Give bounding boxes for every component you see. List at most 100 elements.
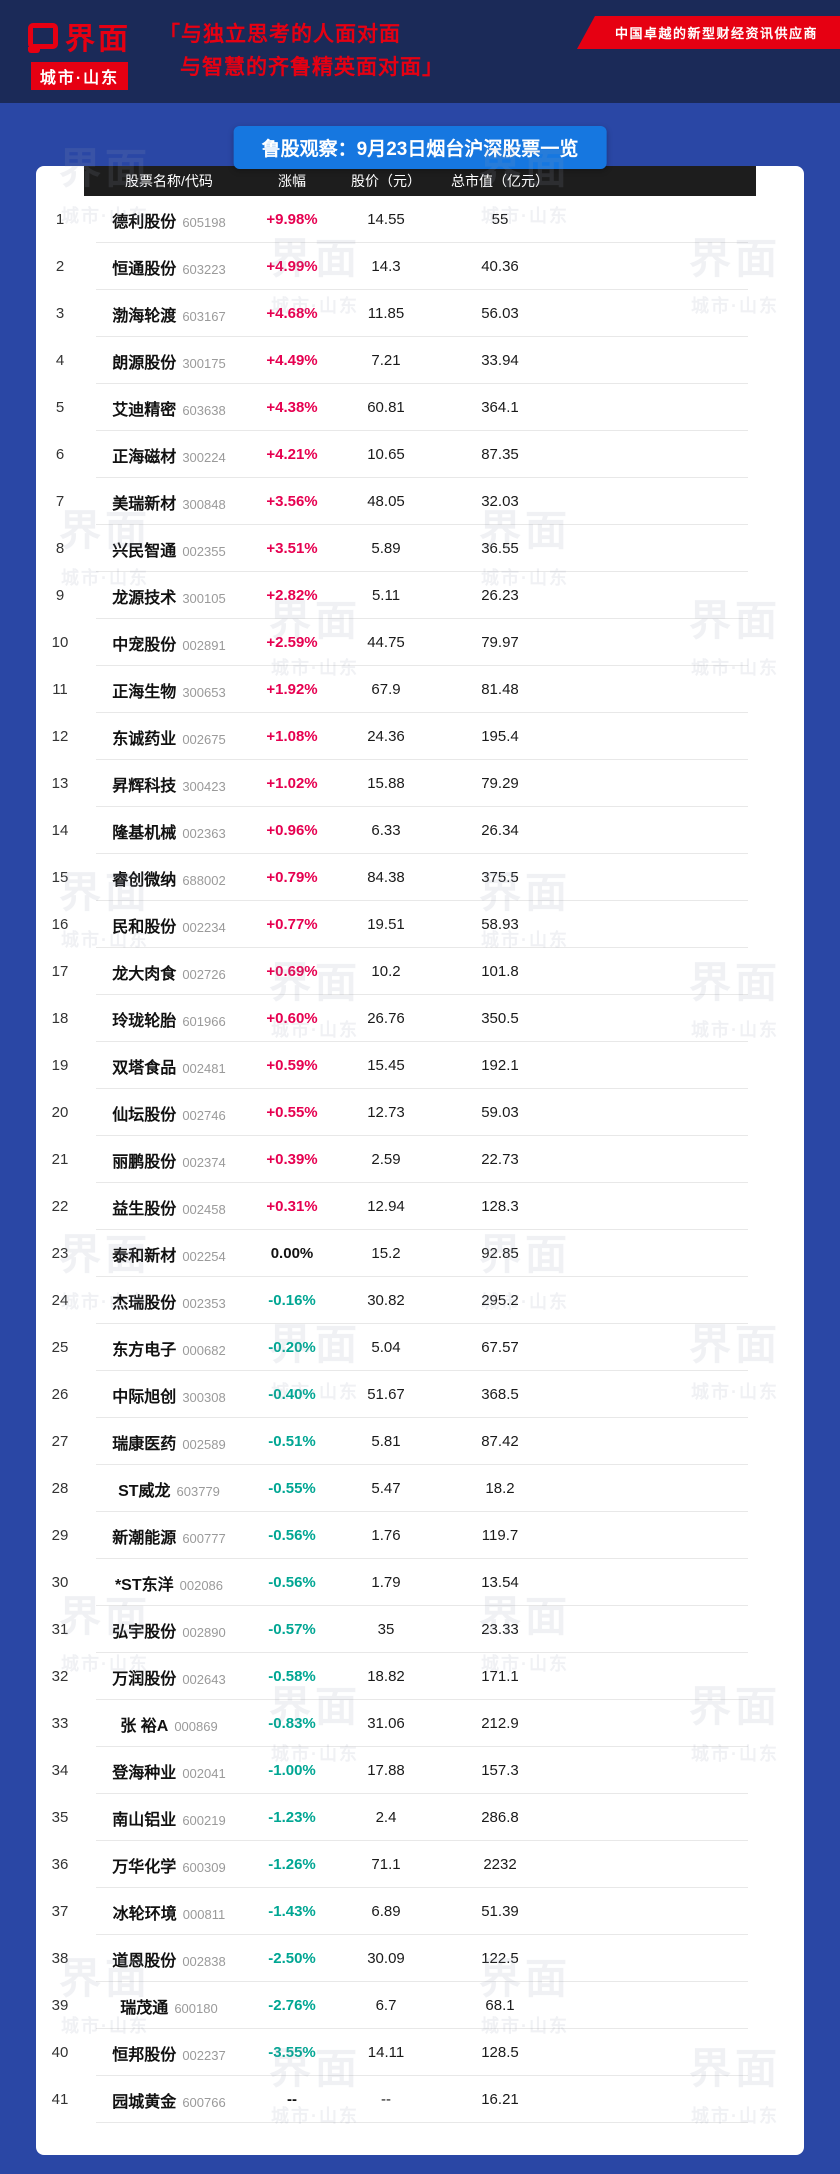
stock-code: 002237 (182, 2047, 226, 2063)
stock-name: 丽鹏股份 (112, 1153, 177, 1171)
market-cap-value: 79.97 (481, 634, 519, 651)
row-number: 41 (51, 2091, 69, 2108)
market-cap-value: 32.03 (481, 493, 519, 510)
price-value: 14.55 (367, 211, 405, 228)
stock-code: 600180 (174, 2000, 218, 2016)
stock-code: 002589 (182, 1436, 226, 1452)
change-percent: -3.55% (268, 2044, 316, 2061)
stock-name: 正海磁材 (112, 448, 177, 466)
stock-code: 688002 (182, 872, 226, 888)
table-header: 股票名称/代码 涨幅 股价（元） 总市值（亿元） (84, 166, 756, 196)
row-number: 11 (52, 681, 68, 698)
table-row: 19 双塔食品 002481 +0.59% 15.45 192.1 (36, 1042, 804, 1089)
stock-name: 兴民智通 (112, 542, 177, 560)
stock-name-code: 冰轮环境 000811 (84, 1900, 254, 1924)
stock-code: 300175 (182, 355, 226, 371)
change-percent: +4.49% (266, 352, 318, 369)
market-cap-value: 56.03 (481, 305, 519, 322)
stock-name: 东方电子 (112, 1341, 177, 1359)
market-cap-value: 58.93 (481, 916, 519, 933)
stock-code: 300423 (182, 778, 226, 794)
market-cap-value: 40.36 (481, 258, 519, 275)
price-value: 24.36 (367, 728, 405, 745)
stock-name: 德利股份 (112, 213, 177, 231)
column-header-name-code: 股票名称/代码 (125, 173, 213, 189)
table-row: 14 隆基机械 002363 +0.96% 6.33 26.34 (36, 807, 804, 854)
stock-name-code: 恒通股份 603223 (84, 255, 254, 279)
stock-name-code: 杰瑞股份 002353 (84, 1289, 254, 1313)
market-cap-value: 23.33 (481, 1621, 519, 1638)
stock-code: 002086 (179, 1577, 224, 1593)
change-percent: -0.58% (268, 1668, 316, 1685)
table-row: 6 正海磁材 300224 +4.21% 10.65 87.35 (36, 431, 804, 478)
market-cap-value: 33.94 (481, 352, 519, 369)
change-percent: +0.77% (266, 916, 318, 933)
change-percent: +3.51% (266, 540, 318, 557)
change-percent: +4.68% (266, 305, 318, 322)
table-row: 40 恒邦股份 002237 -3.55% 14.11 128.5 (36, 2029, 804, 2076)
slogan-line1: 「与独立思考的人面对面 (159, 22, 401, 46)
stock-code: 002838 (182, 1953, 226, 1969)
market-cap-value: 286.8 (481, 1809, 519, 1826)
row-number: 38 (51, 1950, 69, 1967)
market-cap-value: 375.5 (481, 869, 519, 886)
price-value: 5.89 (371, 540, 401, 557)
change-percent: +4.38% (266, 399, 318, 416)
column-header-marketcap: 总市值（亿元） (451, 173, 549, 189)
price-value: 6.33 (371, 822, 401, 839)
change-percent: +0.79% (266, 869, 318, 886)
change-percent: -0.83% (268, 1715, 316, 1732)
table-row: 21 丽鹏股份 002374 +0.39% 2.59 22.73 (36, 1136, 804, 1183)
table-row: 34 登海种业 002041 -1.00% 17.88 157.3 (36, 1747, 804, 1794)
stock-name-code: 中宠股份 002891 (84, 631, 254, 655)
table-row: 22 益生股份 002458 +0.31% 12.94 128.3 (36, 1183, 804, 1230)
masthead: 界面 城市·山东 「与独立思考的人面对面 与智慧的齐鲁精英面对面」 中国卓越的新… (0, 0, 840, 103)
row-number: 18 (51, 1010, 69, 1027)
change-percent: +0.69% (266, 963, 318, 980)
market-cap-value: 364.1 (481, 399, 519, 416)
market-cap-value: 295.2 (481, 1292, 519, 1309)
row-number: 13 (51, 775, 69, 792)
stock-code: 002353 (182, 1295, 226, 1311)
row-number: 35 (51, 1809, 69, 1826)
row-number: 29 (51, 1527, 69, 1544)
stock-code: 002355 (182, 543, 226, 559)
price-value: 1.76 (371, 1527, 401, 1544)
table-row: 32 万润股份 002643 -0.58% 18.82 171.1 (36, 1653, 804, 1700)
market-cap-value: 22.73 (481, 1151, 519, 1168)
table-row: 29 新潮能源 600777 -0.56% 1.76 119.7 (36, 1512, 804, 1559)
change-percent: -0.20% (268, 1339, 316, 1356)
table-row: 24 杰瑞股份 002353 -0.16% 30.82 295.2 (36, 1277, 804, 1324)
change-percent: -0.51% (268, 1433, 316, 1450)
stock-name: 南山铝业 (112, 1811, 177, 1829)
stock-code: 000682 (182, 1342, 226, 1358)
row-number: 33 (51, 1715, 69, 1732)
stock-name-code: 登海种业 002041 (84, 1759, 254, 1783)
market-cap-value: 36.55 (481, 540, 519, 557)
price-value: 10.2 (371, 963, 401, 980)
stock-name-code: 兴民智通 002355 (84, 537, 254, 561)
stock-name-code: 艾迪精密 603638 (84, 396, 254, 420)
price-value: -- (381, 2091, 391, 2108)
table-row: 28 ST威龙 603779 -0.55% 5.47 18.2 (36, 1465, 804, 1512)
stock-name-code: 龙大肉食 002726 (84, 960, 254, 984)
row-number: 36 (51, 1856, 69, 1873)
stock-code: 600766 (182, 2094, 226, 2110)
market-cap-value: 67.57 (481, 1339, 519, 1356)
price-value: 1.79 (371, 1574, 401, 1591)
change-percent: +4.99% (266, 258, 318, 275)
price-value: 10.65 (367, 446, 405, 463)
stock-name: 龙源技术 (112, 589, 177, 607)
stock-name: 朗源股份 (112, 354, 177, 372)
stock-name: 东诚药业 (112, 730, 177, 748)
change-percent: -0.56% (268, 1574, 316, 1591)
stock-table-card: 鲁股观察：9月23日烟台沪深股票一览 股票名称/代码 涨幅 股价（元） 总市值（… (36, 126, 804, 2155)
stock-name-code: 万润股份 002643 (84, 1665, 254, 1689)
stock-code: 002643 (182, 1671, 226, 1687)
table-body: 1 德利股份 605198 +9.98% 14.55 55 2 恒通股份 60322… (36, 196, 804, 2123)
stock-name: 中际旭创 (112, 1388, 177, 1406)
stock-name: 玲珑轮胎 (112, 1012, 177, 1030)
row-number: 15 (51, 869, 69, 886)
row-number: 4 (55, 352, 65, 369)
price-value: 2.59 (371, 1151, 401, 1168)
